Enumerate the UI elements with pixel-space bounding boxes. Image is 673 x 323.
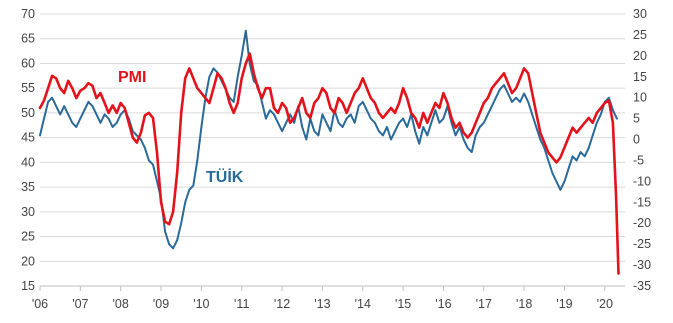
y-right-tick-label: -25	[633, 237, 651, 251]
right-y-axis-ticks: -35 -30 -25 -20 -15 -10 -5 0 5 10 15 20 25 30	[633, 7, 651, 293]
x-tick-label: '16	[435, 297, 451, 311]
y-left-tick-label: 20	[21, 254, 35, 268]
y-left-tick-label: 55	[21, 81, 35, 95]
y-left-tick-label: 15	[21, 279, 35, 293]
x-tick-label: '19	[556, 297, 572, 311]
y-right-tick-label: 0	[633, 133, 640, 147]
x-tick-label: '06	[32, 297, 48, 311]
y-left-tick-label: 40	[21, 155, 35, 169]
y-right-tick-label: -15	[633, 195, 651, 209]
y-left-tick-label: 65	[21, 32, 35, 46]
y-left-tick-label: 70	[21, 7, 35, 21]
x-tick-label: '10	[193, 297, 209, 311]
y-left-tick-label: 35	[21, 180, 35, 194]
y-right-tick-label: 10	[633, 91, 647, 105]
series-lines	[38, 29, 620, 275]
x-tick-label: '17	[476, 297, 492, 311]
x-tick-label: '15	[395, 297, 411, 311]
y-right-tick-label: 5	[633, 112, 640, 126]
x-axis: '06 '07 '08 '09 '10 '11 '12 '13 '14 '15 '16 '17 '18 '…	[32, 285, 625, 311]
x-tick-label: '12	[274, 297, 290, 311]
y-left-tick-label: 50	[21, 106, 35, 120]
y-right-tick-label: 30	[633, 7, 647, 21]
x-tick-label: '09	[153, 297, 169, 311]
y-right-tick-label: -10	[633, 174, 651, 188]
y-right-tick-label: -20	[633, 216, 651, 230]
left-y-axis-ticks: 15 20 25 30 35 40 45 50 55 60 65 70	[21, 7, 35, 293]
y-right-tick-label: 20	[633, 49, 647, 63]
y-right-tick-label: -5	[633, 153, 644, 167]
y-right-tick-label: 25	[633, 28, 647, 42]
y-right-tick-label: -35	[633, 279, 651, 293]
tuik-series-line	[39, 29, 618, 250]
x-tick-label: '07	[72, 297, 88, 311]
y-left-tick-label: 30	[21, 205, 35, 219]
y-left-tick-label: 45	[21, 131, 35, 145]
x-tick-label: '20	[597, 297, 613, 311]
x-tick-label: '18	[516, 297, 532, 311]
tuik-series-label: TÜİK	[206, 167, 244, 186]
y-right-tick-label: 15	[633, 70, 647, 84]
pmi-series-line	[38, 52, 620, 275]
gridlines	[40, 13, 625, 287]
x-tick-label: '08	[113, 297, 129, 311]
y-left-tick-label: 25	[21, 230, 35, 244]
y-right-tick-label: -30	[633, 258, 651, 272]
y-left-tick-label: 60	[21, 56, 35, 70]
x-tick-label: '14	[355, 297, 371, 311]
x-tick-label: '13	[314, 297, 330, 311]
x-tick-label: '11	[234, 297, 249, 311]
pmi-series-label: PMI	[118, 69, 146, 86]
